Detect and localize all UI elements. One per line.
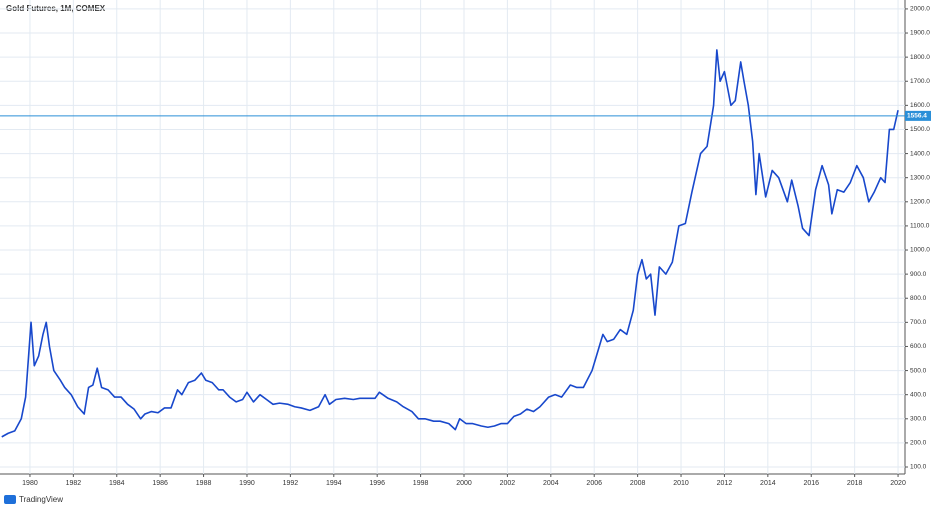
source-label: TradingView bbox=[19, 495, 63, 504]
x-tick-label: 1998 bbox=[413, 480, 429, 487]
x-tick-label: 1996 bbox=[369, 480, 385, 487]
y-tick-label: 1500.0 bbox=[910, 126, 930, 133]
x-tick-label: 2006 bbox=[586, 480, 602, 487]
x-tick-label: 1982 bbox=[66, 480, 82, 487]
x-tick-label: 2004 bbox=[543, 480, 559, 487]
y-tick-label: 600.0 bbox=[910, 343, 927, 350]
y-tick-label: 2000.0 bbox=[910, 6, 930, 13]
y-tick-label: 800.0 bbox=[910, 295, 927, 302]
current-price-box bbox=[905, 110, 931, 121]
logo bbox=[4, 495, 16, 504]
x-tick-label: 2020 bbox=[890, 480, 906, 487]
x-tick-label: 2016 bbox=[803, 480, 819, 487]
y-tick-label: 1800.0 bbox=[910, 54, 930, 61]
price-line-series bbox=[1, 49, 899, 438]
y-tick-label: 1100.0 bbox=[910, 223, 930, 230]
y-tick-label: 700.0 bbox=[910, 319, 927, 326]
y-tick-label: 200.0 bbox=[910, 440, 927, 447]
x-tick-label: 1988 bbox=[196, 480, 212, 487]
current-price-label: 1556.4 bbox=[907, 113, 927, 120]
y-tick-label: 900.0 bbox=[910, 271, 927, 278]
x-tick-label: 2018 bbox=[847, 480, 863, 487]
x-tick-label: 1990 bbox=[239, 480, 255, 487]
x-tick-label: 2000 bbox=[456, 480, 472, 487]
y-tick-label: 1600.0 bbox=[910, 102, 930, 109]
x-tick-label: 1984 bbox=[109, 480, 125, 487]
y-tick-label: 1300.0 bbox=[910, 174, 930, 181]
y-tick-label: 1000.0 bbox=[910, 247, 930, 254]
y-tick-label: 300.0 bbox=[910, 416, 927, 423]
x-tick-label: 2012 bbox=[717, 480, 733, 487]
x-tick-label: 1992 bbox=[283, 480, 299, 487]
y-tick-label: 1900.0 bbox=[910, 30, 930, 37]
x-tick-label: 2010 bbox=[673, 480, 689, 487]
x-tick-label: 1994 bbox=[326, 480, 342, 487]
x-tick-label: 2014 bbox=[760, 480, 776, 487]
y-tick-label: 1400.0 bbox=[910, 150, 930, 157]
y-tick-label: 100.0 bbox=[910, 464, 927, 471]
y-tick-label: 400.0 bbox=[910, 391, 927, 398]
x-tick-label: 2002 bbox=[500, 480, 516, 487]
y-tick-label: 1700.0 bbox=[910, 78, 930, 85]
y-tick-label: 500.0 bbox=[910, 367, 927, 374]
grid bbox=[0, 0, 905, 474]
y-tick-label: 1200.0 bbox=[910, 199, 930, 206]
x-tick-label: 1986 bbox=[152, 480, 168, 487]
x-tick-label: 1980 bbox=[22, 480, 38, 487]
x-tick-label: 2008 bbox=[630, 480, 646, 487]
